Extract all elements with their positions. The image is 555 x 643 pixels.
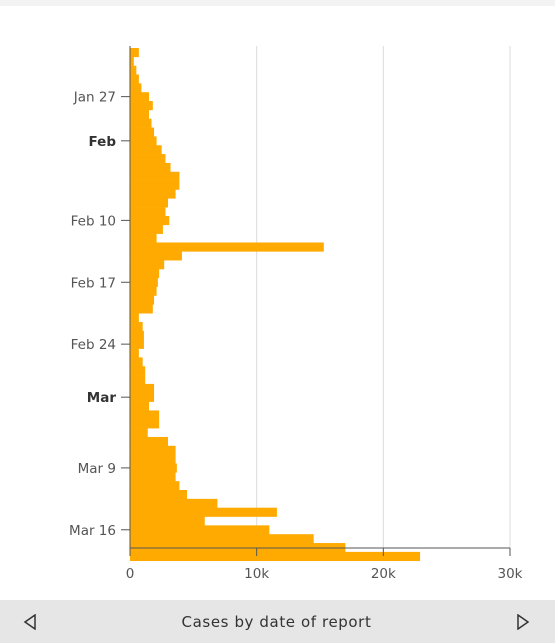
next-chart-button[interactable] [511, 610, 535, 634]
bar-mar-3 [130, 410, 160, 420]
bar-feb-11 [130, 224, 163, 234]
bar-jan-27 [130, 92, 149, 102]
bar-mar-5 [130, 428, 148, 438]
bar-jan-29 [130, 109, 149, 120]
y-tick-label: Mar 16 [69, 523, 116, 539]
triangle-left-icon [23, 613, 36, 630]
bar-mar-16 [130, 525, 270, 535]
y-tick-label: Mar [87, 390, 117, 406]
bar-feb-13 [130, 242, 324, 252]
bar-jan-30 [130, 118, 152, 128]
y-tick-label: Mar 9 [78, 461, 116, 477]
bar-mar-8 [130, 454, 176, 464]
chart-container: Jan 27 Feb Feb 10 Feb 17 Feb 24 Mar Mar 9 Mar 1… [0, 6, 555, 600]
bar-feb-28 [130, 375, 146, 385]
footer-nav-bar: Cases by date of report [0, 600, 555, 643]
bar-feb-23 [130, 330, 144, 341]
y-tick-label: Feb 10 [71, 213, 116, 229]
bar-feb-1 [130, 136, 157, 146]
bar-feb-19 [130, 295, 155, 305]
x-tick-labels: 0 10k 20k 30k [126, 566, 523, 582]
bar-mar-17 [130, 534, 314, 544]
triangle-right-icon [517, 613, 530, 630]
bar-feb-5 [130, 171, 180, 181]
bar-feb-26 [130, 357, 143, 367]
bar-mar-9 [130, 463, 177, 473]
top-strip [0, 0, 555, 6]
bar-jan-28 [130, 101, 153, 111]
x-tick-label: 30k [498, 566, 523, 582]
y-tick-label: Feb 17 [71, 275, 116, 291]
bar-feb-17 [130, 277, 158, 287]
y-tick-label: Feb 24 [71, 337, 116, 353]
y-tick-label: Feb [89, 134, 117, 150]
previous-chart-button[interactable] [18, 610, 42, 634]
bar-mar-12 [130, 490, 187, 500]
bar-jan-31 [130, 127, 155, 137]
bar-mar-19 [130, 551, 421, 562]
bar-feb-2 [130, 145, 162, 155]
bar-feb-6 [130, 180, 180, 190]
axes [121, 46, 511, 556]
bar-feb-29 [130, 383, 155, 394]
bar-feb-9 [130, 207, 166, 217]
bar-mar-2 [130, 401, 149, 411]
bar-feb-4 [130, 162, 171, 173]
bar-mar-1 [130, 392, 155, 402]
bar-feb-21 [130, 313, 139, 323]
bar-feb-15 [130, 260, 165, 270]
bar-mar-7 [130, 445, 176, 455]
x-tick-label: 10k [244, 566, 269, 582]
bar-jan-26 [130, 83, 142, 93]
bar-mar-10 [130, 472, 176, 482]
bar-feb-16 [130, 269, 160, 279]
bar-feb-24 [130, 339, 144, 349]
bar-mar-11 [130, 481, 180, 491]
bar-feb-8 [130, 198, 168, 208]
bar-mar-13 [130, 498, 218, 508]
bar-feb-18 [130, 286, 157, 296]
x-tick-label: 0 [126, 566, 135, 582]
bar-mar-15 [130, 516, 205, 526]
bar-feb-25 [130, 348, 139, 358]
cases-bar-chart: Jan 27 Feb Feb 10 Feb 17 Feb 24 Mar Mar 9 Mar 1… [69, 46, 523, 582]
chart-title: Cases by date of report [181, 612, 372, 631]
bar-feb-27 [130, 366, 146, 376]
bar-jan-22 [130, 48, 139, 58]
bar-feb-10 [130, 215, 170, 226]
bar-mar-14 [130, 507, 277, 517]
bar-jan-23 [130, 56, 134, 66]
x-tick-label: 20k [371, 566, 396, 582]
bar-feb-20 [130, 304, 153, 314]
bar-feb-14 [130, 251, 182, 261]
y-tick-label: Jan 27 [73, 90, 116, 106]
bar-feb-22 [130, 322, 143, 332]
bar-jan-25 [130, 74, 139, 84]
bar-jan-24 [130, 65, 137, 75]
y-tick-labels: Jan 27 Feb Feb 10 Feb 17 Feb 24 Mar Mar 9 Mar 1… [69, 90, 116, 539]
bar-feb-7 [130, 189, 176, 199]
grid-lines [256, 46, 511, 548]
bar-mar-6 [130, 436, 168, 447]
bar-feb-12 [130, 233, 157, 243]
bar-mar-4 [130, 419, 160, 429]
bar-feb-3 [130, 154, 166, 164]
bars [130, 48, 421, 562]
